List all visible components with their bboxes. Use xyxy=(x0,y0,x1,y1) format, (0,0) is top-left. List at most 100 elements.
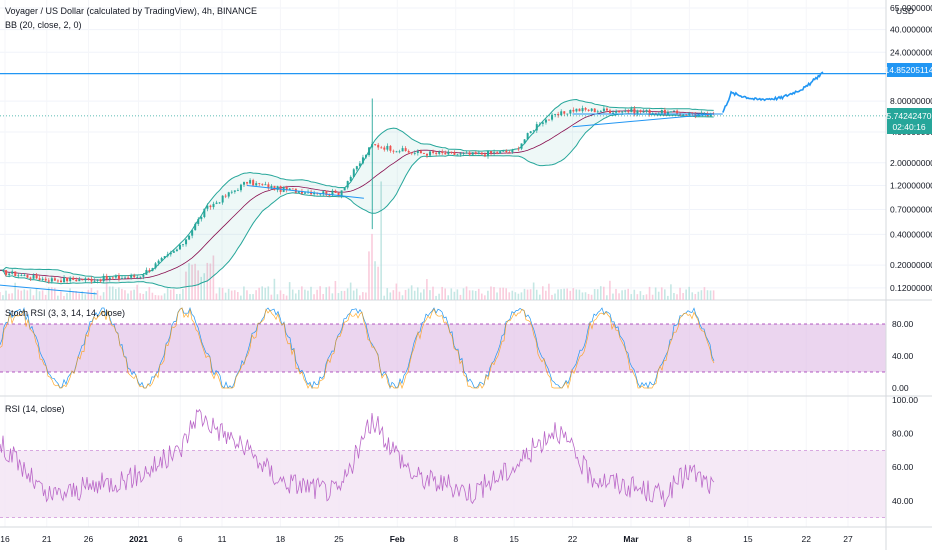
candle-body xyxy=(218,202,221,204)
volume-bar xyxy=(2,295,4,300)
candle-body xyxy=(401,148,404,152)
stoch-rsi-label[interactable]: Stoch RSI (3, 3, 14, 14, close) xyxy=(5,308,125,318)
volume-bar xyxy=(395,283,398,300)
volume-bar xyxy=(346,288,349,300)
volume-bar xyxy=(435,295,437,300)
volume-bar xyxy=(542,286,544,300)
volume-bar xyxy=(191,264,193,300)
volume-bar xyxy=(581,292,584,300)
candle-body xyxy=(612,112,615,114)
candle-body xyxy=(60,280,62,282)
volume-bar xyxy=(169,289,172,300)
volume-bar xyxy=(179,293,181,300)
candle-body xyxy=(642,111,645,113)
candle-body xyxy=(358,163,361,167)
candle-body xyxy=(587,109,590,111)
time-axis[interactable]: 16 21 26 2021 6 11 18 25 Feb 8 15 22 Mar 8 15 22 27 xyxy=(0,534,853,544)
candle-body xyxy=(468,152,471,155)
volume-bar xyxy=(5,290,7,300)
volume-bar xyxy=(578,289,581,300)
candle-body xyxy=(398,151,401,153)
volume-bar xyxy=(81,291,84,300)
candle-body xyxy=(496,152,499,154)
rsi-label[interactable]: RSI (14, close) xyxy=(5,404,65,414)
candle-body xyxy=(554,113,557,115)
time-tick-label: 6 xyxy=(178,534,183,544)
volume-bar xyxy=(587,293,590,300)
candle-body xyxy=(581,108,584,112)
volume-bar xyxy=(298,289,300,300)
volume-bar xyxy=(75,291,77,300)
volume-bar xyxy=(398,291,401,300)
candle-body xyxy=(78,279,81,282)
volume-bar xyxy=(447,295,450,300)
candle-body xyxy=(593,108,596,113)
candle-body xyxy=(11,271,14,274)
volume-bar xyxy=(14,282,16,300)
volume-bar xyxy=(593,289,596,300)
candle-body xyxy=(493,152,496,154)
candle-body xyxy=(160,258,163,261)
volume-bar xyxy=(514,292,517,300)
volume-bar xyxy=(563,288,565,300)
candle-body xyxy=(517,148,520,150)
volume-bar xyxy=(569,290,572,300)
candle-body xyxy=(175,249,178,252)
candle-body xyxy=(276,186,279,191)
candle-body xyxy=(505,150,508,153)
candle-body xyxy=(660,110,663,114)
candle-body xyxy=(557,113,560,116)
bb-indicator-label[interactable]: BB (20, close, 2, 0) xyxy=(5,20,82,30)
volume-bar xyxy=(499,287,501,300)
candle-body xyxy=(206,205,209,209)
candle-body xyxy=(35,274,38,279)
candle-body xyxy=(203,208,206,218)
candle-body xyxy=(441,151,444,154)
volume-bar xyxy=(386,288,389,300)
price-axis[interactable]: 65.00000000 40.00000000 24.00000000 8.00000… xyxy=(890,3,932,293)
candle-body xyxy=(636,110,639,114)
volume-bar xyxy=(691,292,694,300)
candle-body xyxy=(66,277,69,282)
volume-bar xyxy=(352,290,355,300)
time-tick-label: 11 xyxy=(218,534,227,544)
volume-bar xyxy=(255,290,257,300)
volume-bar xyxy=(523,288,526,300)
volume-bar xyxy=(654,287,657,300)
candle-body xyxy=(337,192,340,197)
candle-body xyxy=(197,219,200,224)
stoch-rsi-axis: 80.00 40.00 0.00 xyxy=(892,319,914,393)
volume-bar xyxy=(185,271,187,300)
candle-body xyxy=(136,277,139,278)
volume-bar xyxy=(194,263,196,300)
candle-body xyxy=(93,280,96,282)
candle-body xyxy=(233,190,236,192)
candle-body xyxy=(114,275,117,278)
volume-bar xyxy=(32,295,35,300)
volume-bar xyxy=(535,289,538,300)
candle-body xyxy=(209,205,212,208)
volume-bar xyxy=(319,286,321,300)
candle-body xyxy=(444,153,447,155)
candle-body xyxy=(2,270,5,271)
volume-bar xyxy=(157,295,160,300)
candle-body xyxy=(477,152,480,154)
candle-body xyxy=(44,278,47,281)
volume-bar xyxy=(93,291,96,300)
candle-body xyxy=(685,114,688,116)
volume-bar xyxy=(203,273,206,300)
candle-body xyxy=(267,184,270,189)
candle-body xyxy=(639,110,642,113)
candle-body xyxy=(578,108,581,112)
candle-body xyxy=(572,109,575,112)
volume-bar xyxy=(557,289,559,300)
volume-bar xyxy=(35,288,38,300)
volume-bar xyxy=(474,290,477,300)
volume-bar xyxy=(307,290,309,300)
candle-body xyxy=(422,153,425,155)
volume-bar xyxy=(706,290,709,300)
candle-body xyxy=(511,149,514,153)
volume-bar xyxy=(304,289,306,300)
candle-body xyxy=(404,148,407,151)
